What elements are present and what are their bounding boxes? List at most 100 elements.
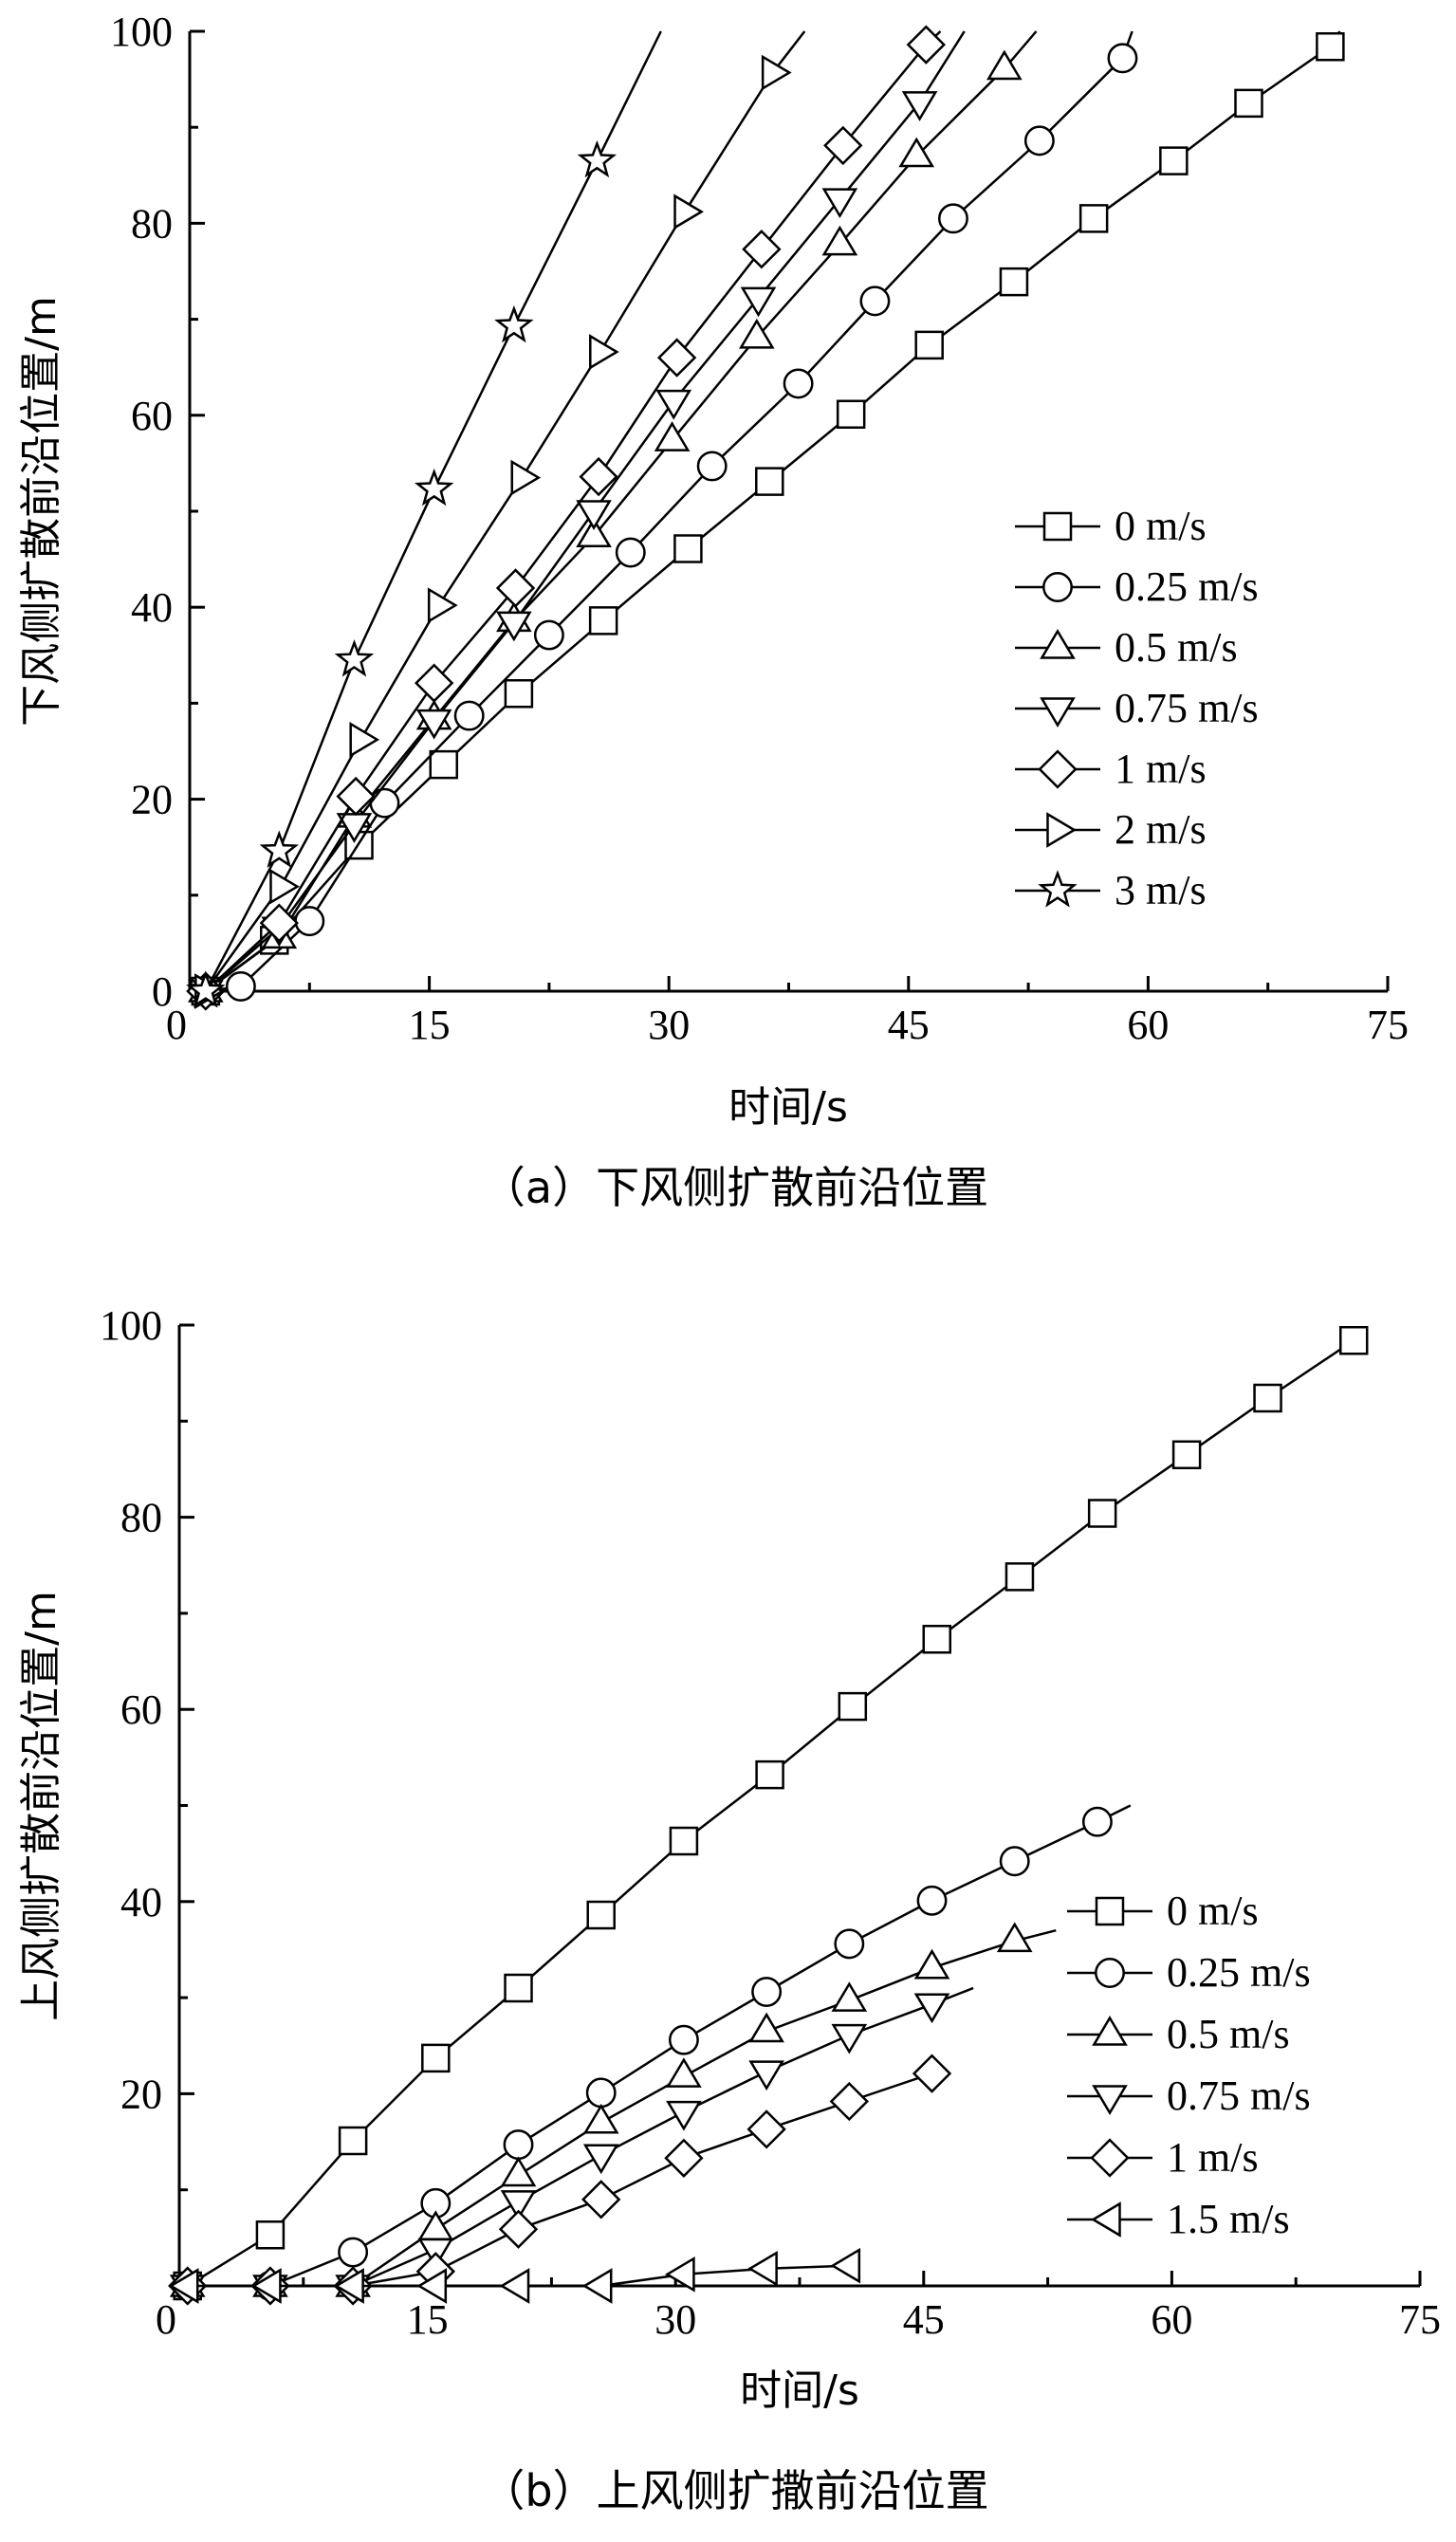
- panel-a-data-point: [415, 709, 452, 740]
- panel-b-data-point: [1004, 1562, 1035, 1592]
- panel-a-data-point: [453, 700, 485, 731]
- panel-a-legend-item: 0.75 m/s: [1015, 685, 1259, 731]
- panel-a-legend-item: 0 m/s: [1015, 503, 1207, 549]
- panel-a-legend-item: 2 m/s: [1015, 806, 1207, 853]
- panel-a-data-point: [504, 679, 534, 709]
- panel-a-data-point: [1234, 88, 1263, 119]
- panel-b-y-tick-label: 40: [120, 1879, 162, 1925]
- panel-a-legend-marker: [1038, 749, 1078, 789]
- panel-b-data-point: [748, 2060, 784, 2091]
- panel-a-legend-item: 3 m/s: [1015, 867, 1207, 913]
- panel-b-data-point: [250, 2268, 282, 2304]
- panel-b-x-tick-label: 75: [1399, 2296, 1441, 2343]
- panel-a-data-point: [579, 456, 618, 497]
- panel-b-data-point: [500, 2156, 537, 2187]
- panel-b-data-point: [668, 2024, 699, 2055]
- panel-b-legend-label: 0.5 m/s: [1167, 2011, 1290, 2057]
- panel-b-data-point: [338, 2237, 369, 2268]
- panel-a-data-point: [369, 787, 400, 819]
- panel-b-series-line: [187, 1928, 1057, 2288]
- panel-a-x-tick-label: 60: [1127, 1002, 1169, 1048]
- panel-a-series-line: [205, 30, 1341, 993]
- panel-a-y-tick-label: 20: [131, 777, 173, 823]
- panel-b-data-point: [1253, 1383, 1282, 1413]
- panel-a-data-point: [656, 338, 697, 378]
- panel-b-data-point: [838, 1691, 868, 1722]
- panel-a-caption: （a）下风侧扩散前沿位置: [482, 1162, 988, 1213]
- panel-b-chart: 0 15 30 45 60 75 20 40 60 80 100 0 m/s 0.25 m/s 0.5 …: [17, 1302, 1441, 2516]
- panel-a-data-point: [1159, 146, 1189, 175]
- panel-b-legend-label: 0.25 m/s: [1167, 1949, 1311, 1996]
- panel-b-y-tick-label: 100: [100, 1302, 162, 1349]
- panel-b-series-0: [173, 1325, 1369, 2301]
- panel-a-y-tick-label: 80: [131, 200, 173, 247]
- panel-b-data-point: [498, 2209, 539, 2249]
- panel-b-legend-marker: [1095, 1958, 1125, 1988]
- panel-b-data-point: [664, 2138, 704, 2178]
- panel-a-legend-marker: [1040, 629, 1076, 659]
- panel-a-data-point: [738, 318, 775, 349]
- panel-b-data-point: [755, 1759, 784, 1790]
- panel-b-data-point: [746, 2109, 786, 2149]
- panel-a-x-tick-label: 75: [1367, 1002, 1409, 1048]
- panel-a-legend-marker: [1042, 511, 1073, 542]
- panel-a-legend-item: 0.5 m/s: [1015, 624, 1238, 671]
- panel-b-data-point: [666, 2100, 702, 2131]
- panel-a-x-tick-label: 30: [648, 1002, 690, 1048]
- panel-a-data-point: [576, 517, 612, 548]
- panel-a-y-tick-label: 100: [110, 9, 173, 55]
- panel-a-data-point: [615, 537, 646, 568]
- panel-b-series-5: [168, 2247, 861, 2304]
- panel-a-data-point: [414, 468, 454, 507]
- panel-b-data-point: [499, 2268, 530, 2304]
- panel-a-data-point: [742, 230, 782, 269]
- panel-a-series-4: [186, 25, 946, 1011]
- panel-b-y-axis-title: 上风侧扩散前沿位置/m: [17, 1591, 65, 2021]
- panel-a-series-5: [194, 30, 806, 1009]
- panel-a-legend-marker: [1046, 812, 1077, 848]
- panel-a-data-point: [494, 304, 534, 343]
- panel-b-data-point: [912, 2054, 952, 2093]
- panel-a-x-tick-label: 15: [409, 1002, 451, 1048]
- panel-b-legend-label: 0.75 m/s: [1167, 2072, 1311, 2119]
- panel-b-data-point: [417, 2210, 454, 2240]
- panel-b-data-point: [830, 2247, 861, 2284]
- panel-a-data-point: [821, 188, 858, 219]
- panel-a-data-point: [761, 54, 792, 91]
- panel-b-data-point: [829, 2081, 869, 2122]
- panel-a-data-point: [349, 722, 380, 758]
- panel-a-data-point: [914, 330, 944, 360]
- panel-b-legend-marker: [1092, 2016, 1128, 2046]
- panel-a-data-point: [898, 137, 935, 168]
- panel-a-data-point: [334, 639, 375, 677]
- panel-a-data-point: [427, 587, 458, 623]
- panel-b-y-tick-label: 80: [120, 1495, 162, 1541]
- panel-a-x-tick-label: 45: [888, 1002, 930, 1048]
- panel-a-data-point: [533, 619, 564, 651]
- panel-a-legend-label: 2 m/s: [1115, 806, 1207, 853]
- panel-a-data-point: [429, 749, 459, 780]
- panel-a-data-point: [836, 399, 866, 430]
- panel-b-legend-marker: [1095, 1896, 1125, 1926]
- panel-a-legend-label: 3 m/s: [1115, 867, 1207, 913]
- panel-b-data-point: [581, 2180, 621, 2220]
- panel-b-data-point: [504, 1973, 533, 2003]
- panel-a-x-axis-title: 时间/s: [728, 1083, 848, 1132]
- panel-b-data-point: [831, 2023, 868, 2054]
- panel-b-ticks: 0 15 30 45 60 75 20 40 60 80 100: [100, 1302, 1441, 2343]
- panel-a-series-2: [188, 30, 1038, 1003]
- panel-a-y-tick-label: 40: [131, 584, 173, 631]
- panel-b-caption: （b）上风侧扩撒前沿位置: [481, 2465, 988, 2516]
- panel-b-data-point: [913, 1993, 950, 2024]
- panel-a-data-point: [414, 663, 454, 703]
- panel-b-data-point: [999, 1846, 1030, 1877]
- panel-a-data-point: [673, 534, 703, 563]
- panel-a-data-point: [577, 139, 617, 178]
- panel-b-series-2: [169, 1922, 1057, 2297]
- panel-b-legend: 0 m/s 0.25 m/s 0.5 m/s 0.75 m/s 1 m/s 1.5 m/s: [1067, 1888, 1311, 2242]
- panel-b-data-point: [834, 1928, 865, 1960]
- panel-b-x-tick-label: 45: [903, 2296, 945, 2343]
- panel-b-data-point: [581, 2268, 613, 2304]
- panel-b-data-point: [996, 1922, 1033, 1953]
